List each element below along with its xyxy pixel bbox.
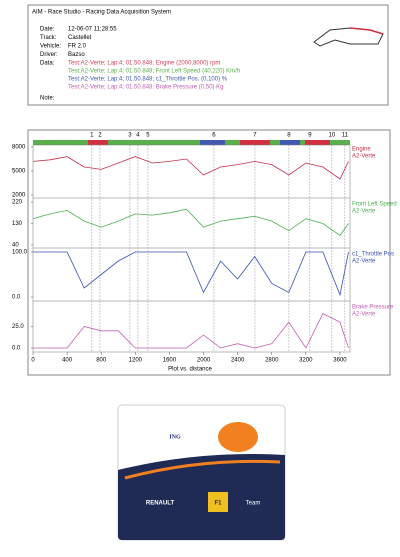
x-tick-label: 2400 xyxy=(231,358,245,364)
track-map-sector xyxy=(349,27,384,35)
legend-name: c1_Throttle Pos xyxy=(352,252,394,258)
chart-box xyxy=(27,129,391,376)
sector-label: 9 xyxy=(308,133,312,139)
sector-bar xyxy=(240,140,270,145)
x-tick-label: 3200 xyxy=(299,358,313,364)
legend-name: Front Left Speed xyxy=(352,202,397,208)
x-tick-label: 1200 xyxy=(129,358,143,364)
x-tick-label: 3600 xyxy=(333,358,347,364)
data-line: Test:A2-Verte; Lap:4; 01.50.848; c1_Thro… xyxy=(68,77,228,83)
track-map xyxy=(313,27,384,47)
x-tick-label: 400 xyxy=(62,358,73,364)
header-title: AIM - Race Studio - Racing Data Acquisit… xyxy=(32,10,171,16)
data-line xyxy=(33,251,349,297)
field-label: Date: xyxy=(40,27,55,33)
data-line: Test:A2-Verte; Lap:4; 01.50.848; Engine … xyxy=(68,61,220,67)
sector-label: 2 xyxy=(98,133,102,139)
field-value: FR 2.0 xyxy=(68,44,87,50)
f1-box xyxy=(208,492,228,512)
data-line xyxy=(32,208,349,236)
legend-channel: A2-Verte xyxy=(352,312,376,318)
x-tick-label: 2800 xyxy=(265,358,279,364)
lion xyxy=(218,422,258,452)
data-line: Test:A2-Verte; Lap:4; 01.50.848; Brake P… xyxy=(68,85,223,91)
sector-label: 4 xyxy=(136,133,140,139)
x-axis-label: Plot vs. distance xyxy=(168,367,212,373)
team-text: Team xyxy=(246,501,261,507)
sector-label: 8 xyxy=(287,133,291,139)
logo-arc xyxy=(124,459,281,480)
sector-label: 3 xyxy=(128,133,132,139)
sector-label: 1 xyxy=(90,133,94,139)
field-value: Castellet xyxy=(68,35,92,41)
y-tick-label: 8000 xyxy=(12,145,26,151)
x-tick-label: 800 xyxy=(96,358,107,364)
y-tick-label: 0.0 xyxy=(12,295,21,301)
field-label: Driver: xyxy=(40,52,58,58)
legend-name: Engine xyxy=(352,147,371,153)
field-value: 12-06-07 11:28:55 xyxy=(68,27,117,33)
sector-bar xyxy=(33,140,350,145)
sector-label: 7 xyxy=(253,133,257,139)
data-line xyxy=(33,313,349,349)
data-line: Test:A2-Verte; Lap:4; 01.50.848; Front L… xyxy=(68,69,240,75)
data-line xyxy=(32,156,349,180)
sector-bar xyxy=(305,140,330,145)
legend-channel: A2-Verte xyxy=(352,154,376,160)
note-label: Note: xyxy=(40,96,55,102)
y-tick-label: 100.0 xyxy=(12,250,28,256)
sector-label: 11 xyxy=(342,133,349,139)
legend-name: Brake Pressure xyxy=(352,305,394,311)
sector-bar xyxy=(200,140,225,145)
x-tick-label: 1600 xyxy=(163,358,177,364)
renault-text: RENAULT xyxy=(146,501,175,507)
y-tick-label: 5000 xyxy=(12,169,26,175)
field-value: Bazso xyxy=(68,52,85,58)
plot-area xyxy=(32,144,351,353)
y-tick-label: 2000 xyxy=(12,193,26,199)
logo: ING RENAULT F1 Team xyxy=(117,404,286,541)
sector-bar xyxy=(280,140,300,145)
header-box xyxy=(27,4,389,106)
y-tick-label: 130 xyxy=(12,221,23,227)
f1-text: F1 xyxy=(214,501,222,507)
sector-label: 6 xyxy=(212,133,216,139)
ing-text: ING xyxy=(169,434,181,440)
y-tick-label: 40 xyxy=(12,243,19,249)
logo-navy xyxy=(118,454,285,540)
y-tick-label: 25.0 xyxy=(12,324,24,330)
x-tick-label: 2000 xyxy=(197,358,211,364)
sector-label: 5 xyxy=(146,133,150,139)
legend-channel: A2-Verte xyxy=(352,209,376,215)
y-tick-label: 0.0 xyxy=(12,346,21,352)
field-label: Data: xyxy=(40,61,55,67)
x-tick-label: 0 xyxy=(31,358,35,364)
sector-label: 10 xyxy=(329,133,336,139)
sector-bar xyxy=(88,140,108,145)
field-label: Track: xyxy=(40,35,57,41)
y-tick-label: 220 xyxy=(12,200,23,206)
legend-channel: A2-Verte xyxy=(352,259,376,265)
field-label: Vehicle: xyxy=(40,44,61,50)
